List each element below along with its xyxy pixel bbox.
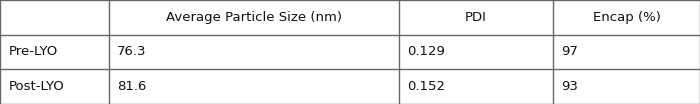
Text: 97: 97 bbox=[561, 45, 578, 58]
Text: Post-LYO: Post-LYO bbox=[8, 80, 64, 93]
Text: 0.129: 0.129 bbox=[407, 45, 445, 58]
Text: Average Particle Size (nm): Average Particle Size (nm) bbox=[166, 11, 342, 24]
Text: 81.6: 81.6 bbox=[117, 80, 146, 93]
Text: PDI: PDI bbox=[465, 11, 487, 24]
Text: 0.152: 0.152 bbox=[407, 80, 445, 93]
Text: 93: 93 bbox=[561, 80, 578, 93]
Text: 76.3: 76.3 bbox=[117, 45, 146, 58]
Text: Encap (%): Encap (%) bbox=[593, 11, 660, 24]
Text: Pre-LYO: Pre-LYO bbox=[8, 45, 57, 58]
